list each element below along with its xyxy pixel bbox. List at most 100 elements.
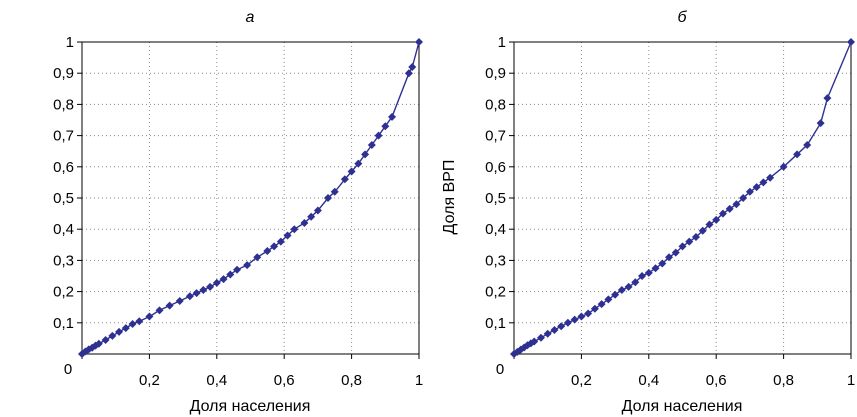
data-point [121, 324, 130, 333]
data-point [206, 282, 215, 291]
data-point [563, 318, 572, 327]
data-point [665, 253, 674, 262]
data-point [816, 119, 825, 128]
x-tick-label: 0,6 [274, 372, 295, 389]
x-axis-title: Доля населения [190, 398, 311, 415]
data-point [354, 159, 363, 168]
data-point [705, 220, 714, 229]
data-point [300, 218, 309, 227]
x-tick-label: 0,2 [571, 372, 592, 389]
x-axis-title: Доля населения [622, 398, 743, 415]
data-point [270, 242, 279, 251]
data-point [233, 265, 242, 274]
data-point [590, 304, 599, 313]
y-tick-label: 0,6 [53, 159, 74, 176]
plot-area: 0 0,2 0,4 0,6 0,8 1 0,1 0,2 0,3 0,4 0,5 0,6 0,7 0,8 0,… [53, 34, 423, 389]
data-point [408, 62, 417, 71]
x-tick-label: 0,8 [773, 372, 794, 389]
data-point [307, 212, 316, 221]
x-tick-label: 0,4 [638, 372, 659, 389]
y-tick-label: 0,4 [53, 221, 74, 238]
data-point [739, 194, 748, 202]
y-tick-label: 0,4 [485, 221, 506, 238]
data-point [631, 278, 640, 287]
data-point [381, 122, 390, 131]
data-point [725, 204, 734, 213]
data-point [644, 268, 653, 277]
plot-area: 0 0,2 0,4 0,6 0,8 1 0,1 0,2 0,3 0,4 0,5 0,6 0,7 0,8 0,… [485, 34, 855, 389]
data-point [128, 320, 137, 329]
data-point [752, 183, 761, 192]
data-point [185, 292, 194, 301]
data-point [712, 215, 721, 224]
data-point [732, 200, 741, 209]
data-point [597, 300, 606, 309]
data-point [155, 306, 164, 315]
data-point [823, 94, 832, 103]
data-point [175, 296, 184, 305]
data-point [718, 209, 727, 218]
y-tick-label: 0,5 [485, 190, 506, 207]
data-point [543, 329, 552, 338]
data-point [226, 270, 235, 279]
x-tick-label: 0,8 [341, 372, 362, 389]
y-axis-title: Доля ВРП [441, 160, 458, 235]
data-point [617, 286, 626, 295]
x-tick-label: 0,2 [139, 372, 160, 389]
y-tick-label: 0,8 [485, 96, 506, 113]
panel-title: б [678, 9, 688, 26]
data-point [276, 237, 285, 246]
y-tick-label: 0,1 [53, 315, 74, 332]
y-tick-label: 0,1 [485, 315, 506, 332]
y-tick-label: 0,2 [53, 284, 74, 301]
data-point [101, 335, 110, 344]
data-point [550, 325, 559, 334]
data-point [263, 247, 272, 256]
data-point [290, 225, 299, 234]
data-point [685, 237, 694, 246]
panel-title: а [246, 9, 255, 26]
data-point [340, 175, 349, 184]
y-tick-label: 1 [498, 34, 506, 51]
data-point [557, 322, 566, 331]
data-point [651, 264, 660, 273]
data-point [779, 162, 788, 171]
data-point [604, 295, 613, 304]
y-tick-label: 0,3 [53, 252, 74, 269]
data-point [192, 289, 201, 298]
data-point [691, 233, 700, 241]
chart-panel-a: а Доля населения 0 0,2 0,4 0,6 0,8 1 0,1 0,2 0,3… [53, 9, 423, 415]
x-tick-label: 1 [847, 372, 855, 389]
data-point [759, 178, 768, 187]
x-tick-label: 0 [64, 361, 72, 378]
data-point [415, 38, 423, 46]
data-point [145, 312, 154, 321]
data-point [658, 259, 667, 268]
y-tick-label: 0,9 [485, 65, 506, 82]
data-point [388, 112, 397, 121]
data-point [165, 301, 174, 310]
data-point [313, 206, 322, 215]
data-point [847, 38, 855, 46]
data-point [803, 140, 812, 149]
data-point [108, 331, 117, 340]
y-tick-label: 0,5 [53, 190, 74, 207]
data-point [638, 272, 647, 280]
data-point [536, 333, 545, 342]
data-point [530, 337, 539, 346]
data-point [611, 290, 620, 299]
data-point [219, 275, 228, 284]
data-point [745, 187, 754, 196]
data-point [253, 253, 262, 262]
data-point [115, 327, 124, 336]
data-point [678, 242, 687, 251]
y-tick-label: 0,6 [485, 159, 506, 176]
data-point [766, 173, 775, 182]
data-point [361, 150, 370, 159]
data-point [212, 278, 221, 287]
data-point [671, 248, 680, 257]
data-point [367, 140, 376, 149]
data-point [584, 309, 593, 318]
x-tick-label: 0 [496, 361, 504, 378]
